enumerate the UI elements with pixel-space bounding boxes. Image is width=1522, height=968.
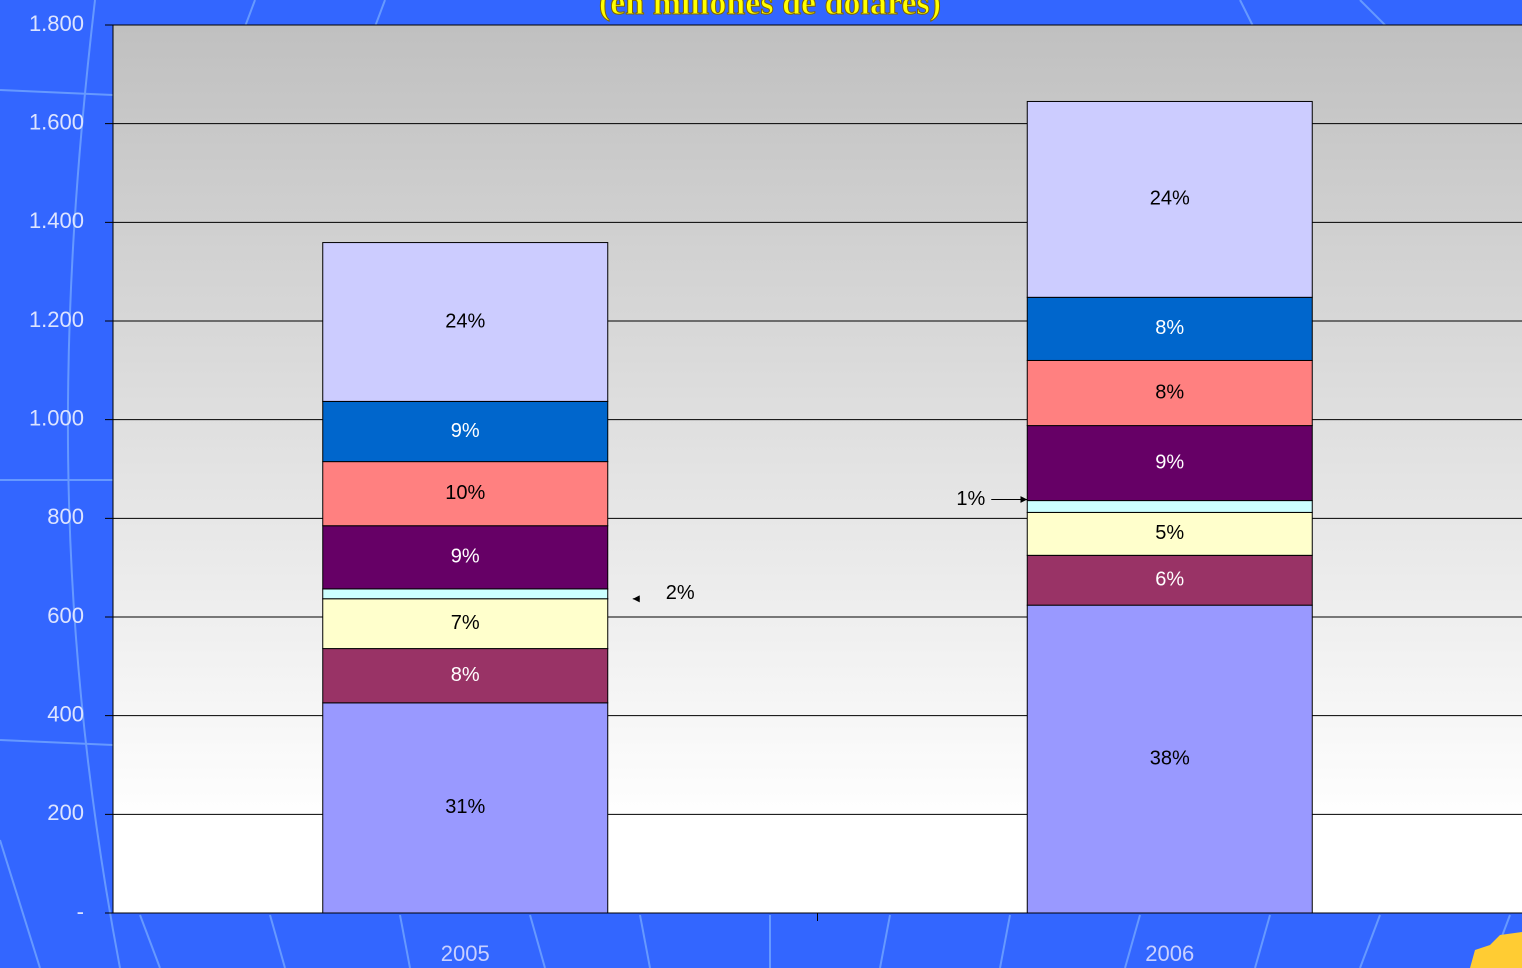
chart: (en millones de dólares) - 200 400 600 800 1.… [0,0,1522,968]
y-tick-label: - [77,899,84,924]
data-label: 2% [666,582,695,604]
y-tick-label: 1.600 [29,109,84,134]
data-label: 8% [451,664,480,686]
data-label: 7% [451,612,480,634]
y-tick-label: 800 [47,504,84,529]
y-tick-label: 600 [47,603,84,628]
data-label: 38% [1150,747,1190,769]
data-label: 9% [1155,451,1184,473]
page: {"chart_data": { "type": "stacked-bar", … [0,0,1522,968]
bar-segment [323,589,608,599]
data-label: 1% [956,488,985,510]
y-tick-label: 1.400 [29,208,84,233]
y-tick-label: 1.200 [29,307,84,332]
y-tick-label: 200 [47,800,84,825]
data-label: 9% [451,420,480,442]
x-tick-label: 2005 [441,941,490,966]
data-label: 24% [1150,188,1190,210]
data-label: 9% [451,546,480,568]
data-label: 31% [445,796,485,818]
data-label: 8% [1155,317,1184,339]
data-label: 5% [1155,522,1184,544]
data-label: 8% [1155,381,1184,403]
x-tick-label: 2006 [1145,941,1194,966]
data-label: 6% [1155,569,1184,591]
y-tick-label: 400 [47,701,84,726]
logo [1470,932,1522,968]
y-tick-label: 1.000 [29,405,84,430]
y-tick-label: 1.800 [29,11,84,36]
bar-segment [1027,501,1312,513]
data-label: 10% [445,482,485,504]
data-label: 24% [445,310,485,332]
chart-title: (en millones de dólares) [599,0,941,22]
